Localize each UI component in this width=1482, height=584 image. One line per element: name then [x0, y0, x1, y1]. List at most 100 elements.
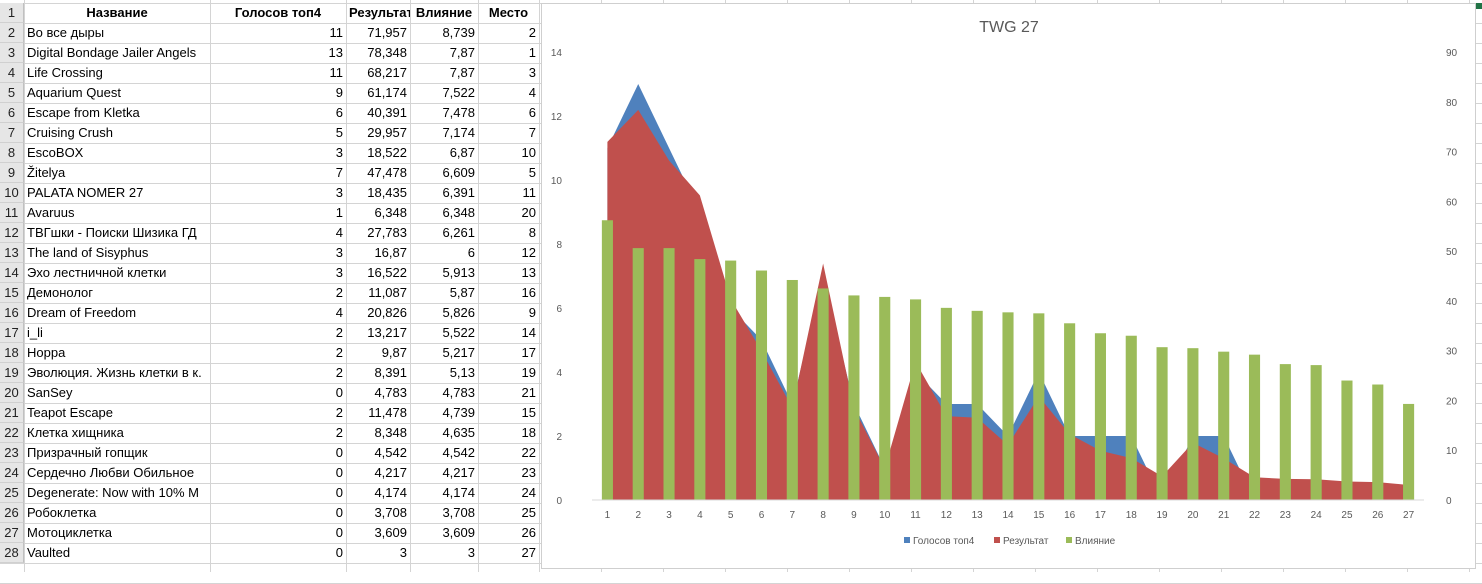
table-cell-influence[interactable]: 4,635 — [442, 425, 475, 440]
table-cell-influence[interactable]: 5,913 — [442, 265, 475, 280]
table-cell-votes[interactable]: 3 — [335, 265, 343, 280]
table-cell-influence[interactable]: 6,261 — [442, 225, 475, 240]
table-cell-votes[interactable]: 11 — [329, 25, 344, 40]
table-cell-place[interactable]: 13 — [521, 265, 536, 280]
table-cell-votes[interactable]: 4 — [335, 225, 343, 240]
table-cell-influence[interactable]: 5,522 — [442, 325, 475, 340]
row-number[interactable]: 7 — [0, 123, 24, 143]
table-cell-votes[interactable]: 2 — [335, 285, 343, 300]
table-cell-place[interactable]: 7 — [528, 125, 536, 140]
table-cell-name[interactable]: Клетка хищника — [27, 425, 124, 440]
table-cell-place[interactable]: 23 — [521, 465, 536, 480]
table-cell-place[interactable]: 5 — [528, 165, 536, 180]
table-cell-place[interactable]: 22 — [521, 445, 536, 460]
row-number[interactable]: 11 — [0, 203, 24, 223]
row-number[interactable]: 25 — [0, 483, 24, 503]
row-number[interactable]: 16 — [0, 303, 24, 323]
table-cell-place[interactable]: 6 — [528, 105, 536, 120]
table-cell-name[interactable]: Эволюция. Жизнь клетки в к. — [27, 365, 202, 380]
table-cell-place[interactable]: 25 — [521, 505, 536, 520]
table-cell-influence[interactable]: 3 — [467, 545, 475, 560]
table-cell-votes[interactable]: 4 — [335, 305, 343, 320]
column-header[interactable]: Влияние — [415, 5, 473, 20]
table-cell-place[interactable]: 17 — [521, 345, 536, 360]
row-number[interactable]: 20 — [0, 383, 24, 403]
table-cell-name[interactable]: Мотоциклетка — [27, 525, 113, 540]
table-cell-influence[interactable]: 6 — [467, 245, 475, 260]
table-cell-name[interactable]: Эхо лестничной клетки — [27, 265, 167, 280]
row-number[interactable]: 4 — [0, 63, 24, 83]
table-cell-result[interactable]: 40,391 — [367, 105, 407, 120]
table-cell-votes[interactable]: 1 — [335, 205, 343, 220]
table-cell-influence[interactable]: 7,522 — [442, 85, 475, 100]
row-number[interactable]: 24 — [0, 463, 24, 483]
row-number[interactable]: 5 — [0, 83, 24, 103]
table-cell-place[interactable]: 9 — [528, 305, 536, 320]
table-cell-name[interactable]: Робоклетка — [27, 505, 97, 520]
table-cell-result[interactable]: 13,217 — [367, 325, 407, 340]
table-cell-result[interactable]: 18,435 — [367, 185, 407, 200]
table-cell-votes[interactable]: 13 — [328, 45, 343, 60]
table-cell-votes[interactable]: 0 — [335, 485, 343, 500]
table-cell-votes[interactable]: 2 — [335, 425, 343, 440]
table-cell-votes[interactable]: 0 — [335, 505, 343, 520]
table-cell-result[interactable]: 16,522 — [367, 265, 407, 280]
table-cell-result[interactable]: 4,174 — [374, 485, 407, 500]
row-number[interactable]: 13 — [0, 243, 24, 263]
table-cell-votes[interactable]: 2 — [335, 345, 343, 360]
table-cell-votes[interactable]: 0 — [335, 445, 343, 460]
chart[interactable]: TWG 27 0 2 4 6 8 10 12 14 0 10 20 30 40 50 60 70 80 90 1… — [541, 3, 1476, 569]
table-cell-votes[interactable]: 9 — [335, 85, 343, 100]
table-cell-name[interactable]: SanSey — [27, 385, 73, 400]
table-cell-place[interactable]: 14 — [521, 325, 536, 340]
table-cell-result[interactable]: 3,708 — [374, 505, 407, 520]
table-cell-influence[interactable]: 5,826 — [442, 305, 475, 320]
row-number[interactable]: 28 — [0, 543, 24, 563]
row-number[interactable]: 18 — [0, 343, 24, 363]
table-cell-result[interactable]: 8,348 — [374, 425, 407, 440]
table-cell-name[interactable]: Degenerate: Now with 10% M — [27, 485, 199, 500]
table-cell-name[interactable]: Во все дыры — [27, 25, 105, 40]
table-cell-result[interactable]: 3 — [399, 545, 407, 560]
column-header[interactable]: Голосов топ4 — [234, 5, 322, 20]
row-number[interactable]: 26 — [0, 503, 24, 523]
table-cell-votes[interactable]: 3 — [335, 245, 343, 260]
table-cell-result[interactable]: 3,609 — [374, 525, 407, 540]
table-cell-votes[interactable]: 6 — [335, 105, 343, 120]
table-cell-influence[interactable]: 4,542 — [442, 445, 475, 460]
table-cell-place[interactable]: 8 — [528, 225, 536, 240]
table-cell-influence[interactable]: 6,609 — [442, 165, 475, 180]
table-cell-name[interactable]: Cruising Crush — [27, 125, 113, 140]
table-cell-result[interactable]: 78,348 — [367, 45, 407, 60]
table-cell-place[interactable]: 16 — [521, 285, 536, 300]
table-cell-influence[interactable]: 7,478 — [442, 105, 475, 120]
row-number[interactable]: 1 — [0, 3, 24, 23]
row-number[interactable]: 15 — [0, 283, 24, 303]
table-cell-influence[interactable]: 4,174 — [442, 485, 475, 500]
table-cell-votes[interactable]: 0 — [335, 385, 343, 400]
table-cell-influence[interactable]: 4,783 — [442, 385, 475, 400]
table-cell-place[interactable]: 26 — [521, 525, 536, 540]
table-cell-name[interactable]: Teapot Escape — [27, 405, 114, 420]
table-cell-name[interactable]: Aquarium Quest — [27, 85, 121, 100]
table-cell-votes[interactable]: 3 — [335, 145, 343, 160]
table-cell-place[interactable]: 20 — [521, 205, 536, 220]
table-cell-result[interactable]: 9,87 — [381, 345, 407, 360]
table-cell-place[interactable]: 24 — [521, 485, 536, 500]
table-cell-place[interactable]: 12 — [521, 245, 536, 260]
table-cell-place[interactable]: 19 — [521, 365, 536, 380]
table-cell-place[interactable]: 2 — [528, 25, 536, 40]
table-cell-name[interactable]: Digital Bondage Jailer Angels — [27, 45, 197, 60]
row-number[interactable]: 8 — [0, 143, 24, 163]
row-number[interactable]: 17 — [0, 323, 24, 343]
table-cell-place[interactable]: 4 — [528, 85, 536, 100]
table-cell-influence[interactable]: 3,708 — [442, 505, 475, 520]
row-number[interactable]: 9 — [0, 163, 24, 183]
table-cell-place[interactable]: 27 — [521, 545, 536, 560]
table-cell-name[interactable]: The land of Sisyphus — [27, 245, 149, 260]
table-cell-result[interactable]: 61,174 — [367, 85, 407, 100]
row-number[interactable]: 14 — [0, 263, 24, 283]
table-cell-name[interactable]: i_li — [27, 325, 43, 340]
table-cell-votes[interactable]: 0 — [335, 525, 343, 540]
table-cell-result[interactable]: 11,478 — [368, 405, 407, 420]
